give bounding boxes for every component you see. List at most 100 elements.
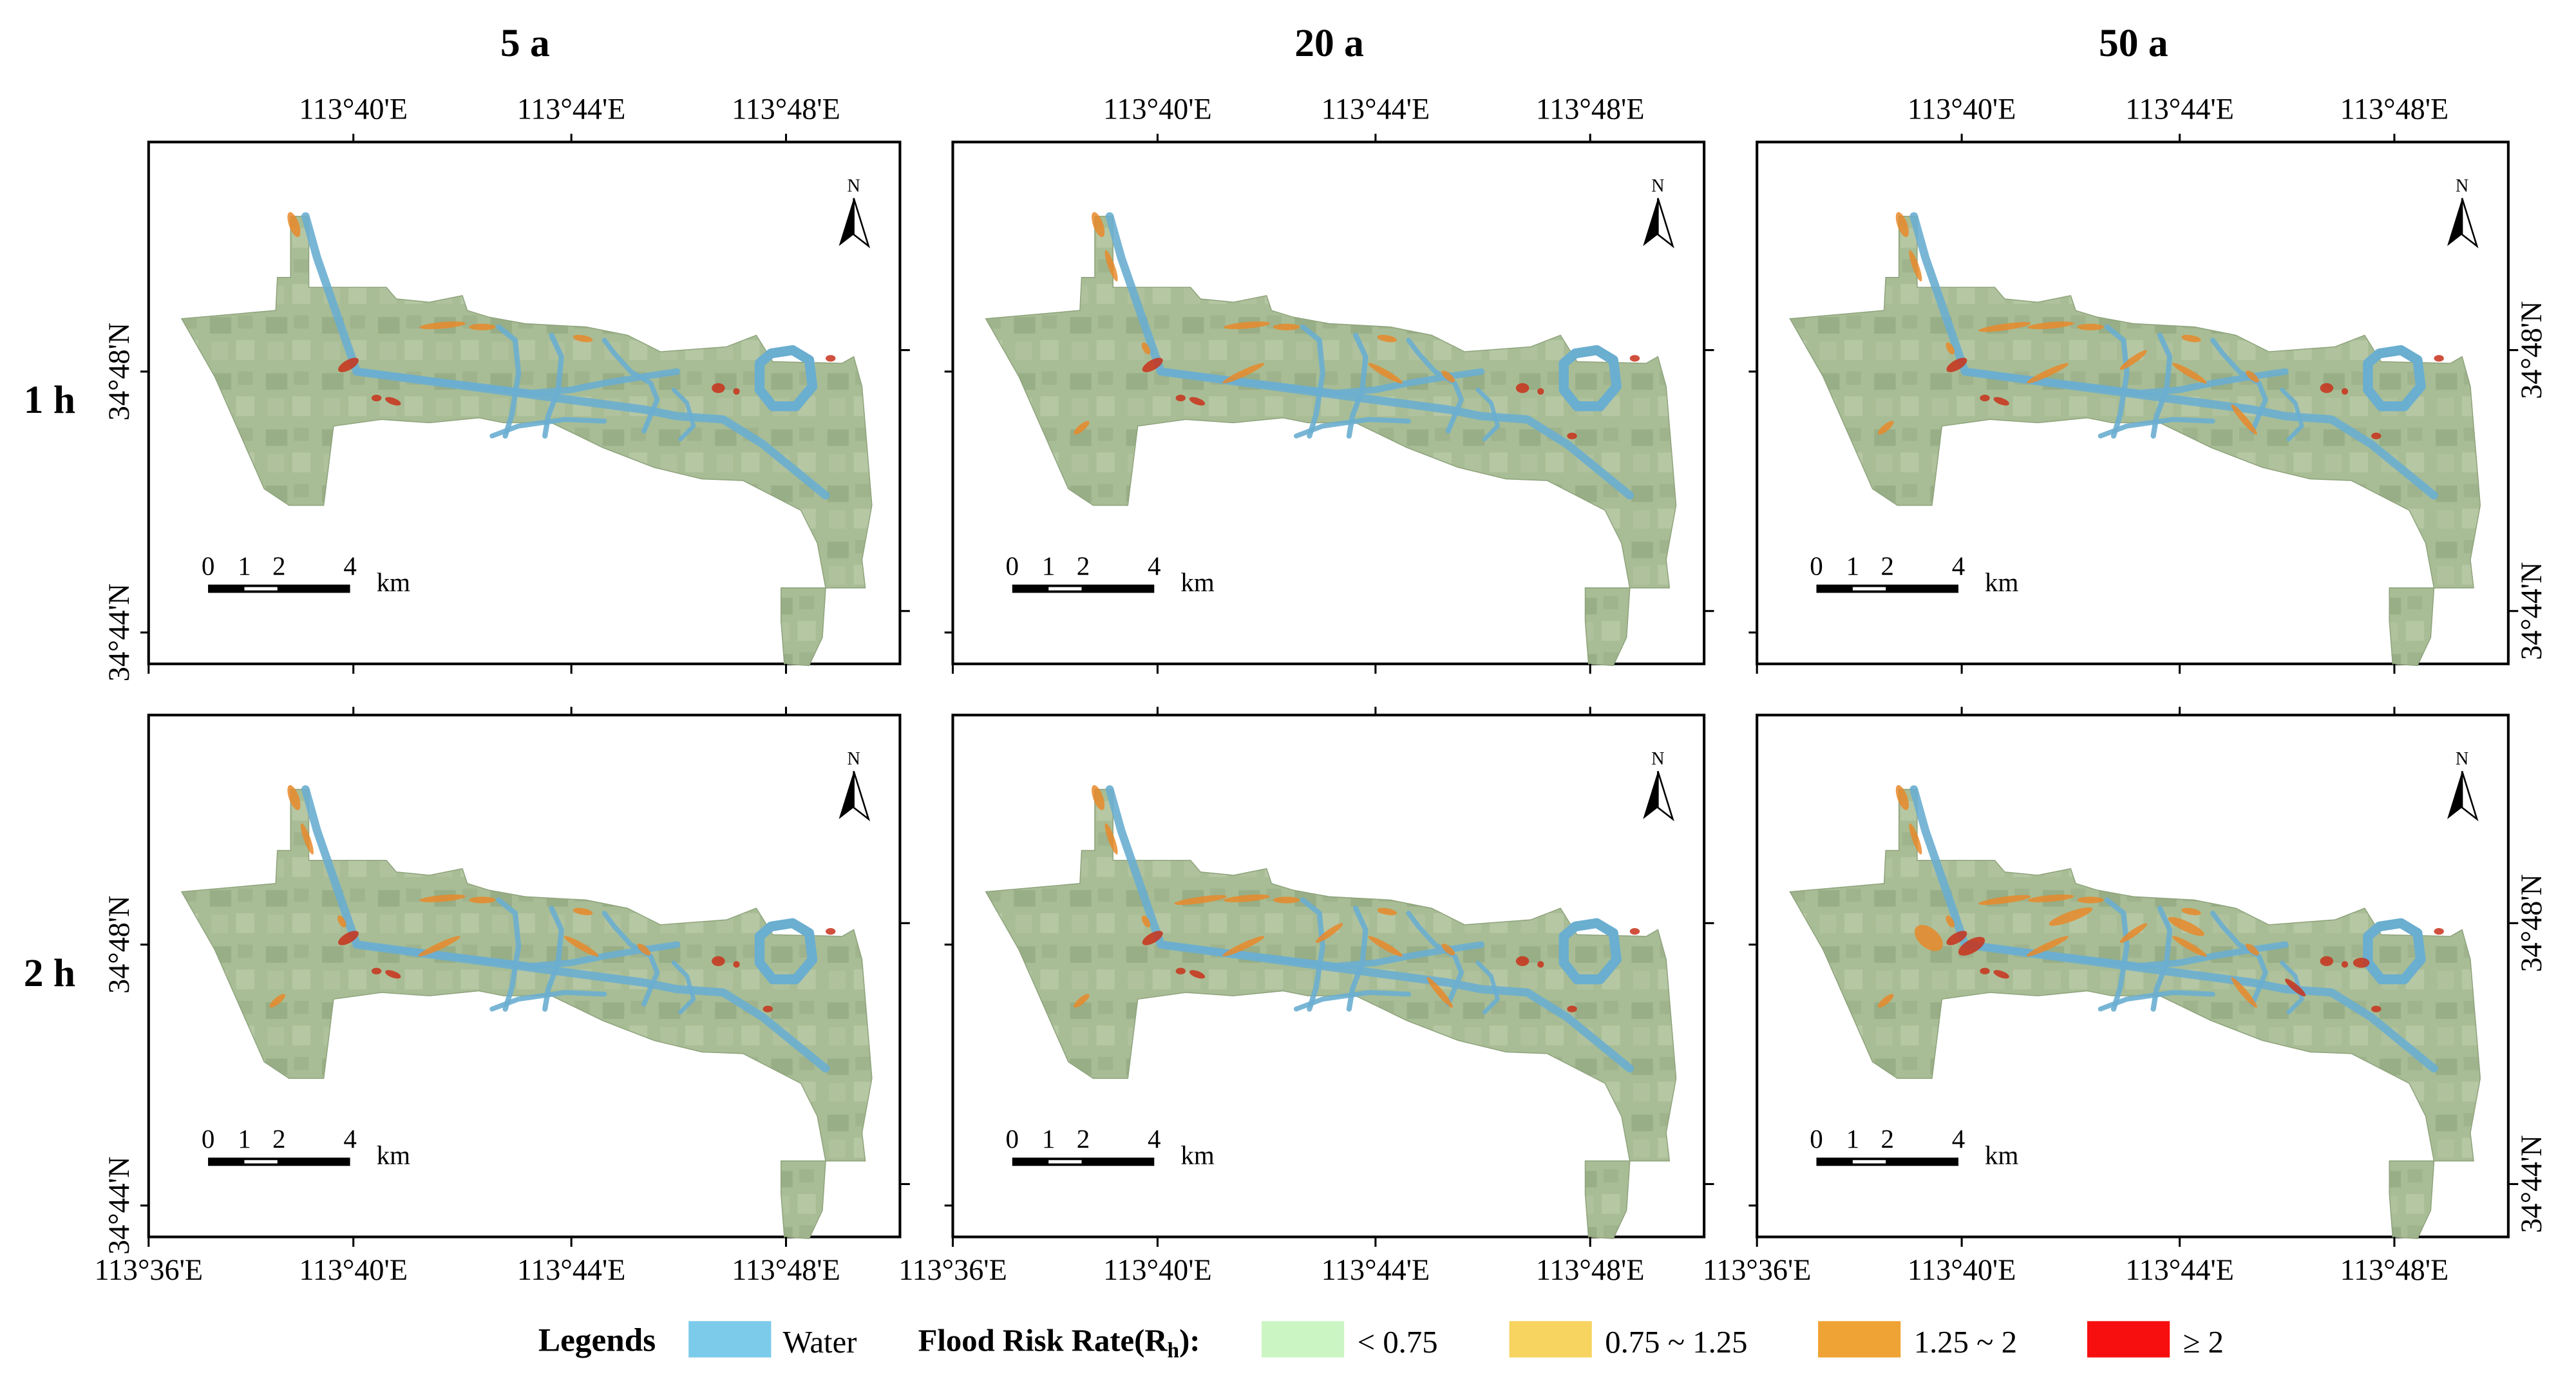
scale-bar: 0 1 2 4 km bbox=[1810, 551, 2018, 597]
flood-hotspot bbox=[712, 383, 725, 394]
flood-hotspot bbox=[371, 394, 382, 402]
flood-hotspot bbox=[419, 894, 466, 902]
district-land bbox=[1789, 216, 2481, 589]
top-lon-label: 113°48'E bbox=[732, 93, 840, 126]
flood-hotspot bbox=[2285, 978, 2306, 997]
flood-hotspot bbox=[1993, 970, 2009, 979]
flood-hotspot bbox=[300, 823, 314, 855]
north-arrow-right bbox=[853, 771, 871, 822]
flood-hotspot bbox=[2027, 894, 2074, 902]
flood-hotspot bbox=[573, 907, 593, 916]
river-channel-1 bbox=[301, 212, 830, 500]
flood-hotspot bbox=[1368, 363, 1403, 384]
district-land bbox=[1789, 788, 2481, 1162]
flood-hotspot bbox=[1441, 370, 1455, 383]
reservoir-ring bbox=[1558, 918, 1622, 985]
scale-bar: 0 1 2 4 km bbox=[202, 1124, 410, 1170]
left-lat-label: 34°48'N bbox=[102, 895, 135, 993]
flood-hotspot bbox=[1537, 961, 1544, 968]
map-panel-r2-c1: N 0 1 2 4 km 113°36'E 113°40'E 113°44'E 113°48'E 3… bbox=[24, 707, 910, 1286]
bottom-lon-label: 113°36'E bbox=[94, 1253, 203, 1286]
scale-bar-label: 2 bbox=[1077, 1124, 1090, 1153]
reservoir-ring bbox=[2363, 345, 2426, 412]
scale-bar-white-segment bbox=[1852, 1160, 1886, 1164]
flood-hotspot bbox=[1174, 895, 1227, 906]
map-panel-r1-c1: N 0 1 2 4 km 113°40'E 113°44'E 113°48'E 5 a 34°48'… bbox=[24, 21, 910, 681]
river-channel-3 bbox=[1300, 324, 1325, 439]
scale-bar: 0 1 2 4 km bbox=[1006, 1124, 1215, 1170]
north-arrow-right bbox=[1657, 771, 1674, 822]
scale-bar-unit: km bbox=[1985, 567, 2019, 597]
flood-hotspot bbox=[1629, 355, 1640, 362]
scale-bar-label: 4 bbox=[1952, 1124, 1965, 1153]
legend-class-label: 1.25 ~ 2 bbox=[1914, 1325, 2017, 1360]
risk-title-sub: h bbox=[1168, 1339, 1180, 1363]
flood-hotspot bbox=[2026, 936, 2069, 957]
river-channel-6 bbox=[1293, 417, 1412, 439]
scale-bar-fill bbox=[1816, 1157, 1959, 1166]
legend-water-label: Water bbox=[782, 1325, 857, 1360]
district-south-strip bbox=[781, 1160, 826, 1239]
district-south-strip bbox=[2389, 1160, 2435, 1239]
flood-hotspot bbox=[1946, 915, 1955, 928]
flood-hotspot bbox=[1175, 394, 1186, 402]
flood-hotspot bbox=[1104, 250, 1118, 281]
river-channel-3 bbox=[496, 324, 522, 439]
scale-bar: 0 1 2 4 km bbox=[202, 551, 410, 597]
flood-hotspot bbox=[1567, 1005, 1577, 1012]
river-channel-6 bbox=[2098, 990, 2215, 1012]
scale-bar-unit: km bbox=[377, 567, 411, 597]
scale-bar-label: 0 bbox=[202, 1124, 215, 1153]
map-panel-r1-c3: N 0 1 2 4 km 113°40'E 113°44'E 113°48'E 50 a 34°48… bbox=[1748, 21, 2548, 674]
right-lat-label: 34°48'N bbox=[2515, 301, 2548, 399]
scale-bar-label: 1 bbox=[238, 551, 251, 580]
flood-hotspot bbox=[2320, 383, 2334, 394]
scale-bar-label: 2 bbox=[272, 1124, 286, 1153]
district-land bbox=[985, 788, 1677, 1162]
river-channel-7 bbox=[1475, 387, 1500, 442]
flood-hotspot bbox=[1567, 432, 1577, 440]
right-lat-label: 34°44'N bbox=[2515, 562, 2548, 660]
scale-bar-label: 2 bbox=[272, 551, 286, 580]
column-title: 20 a bbox=[1294, 21, 1364, 65]
flood-hotspot bbox=[1877, 421, 1894, 435]
flood-hotspot bbox=[826, 355, 836, 362]
flood-hotspot bbox=[2077, 323, 2104, 330]
top-lon-label: 113°40'E bbox=[299, 93, 408, 126]
scale-bar-label: 0 bbox=[1006, 1124, 1019, 1153]
scale-bar-label: 4 bbox=[343, 1124, 357, 1153]
scale-bar-label: 4 bbox=[1148, 551, 1161, 580]
flood-hotspot bbox=[1224, 894, 1270, 902]
flood-hotspot bbox=[1189, 397, 1206, 406]
row-title: 1 h bbox=[24, 378, 75, 422]
scale-bar-unit: km bbox=[1180, 567, 1215, 597]
district-land bbox=[180, 216, 873, 589]
flood-hotspot bbox=[338, 357, 359, 372]
north-label: N bbox=[1651, 749, 1664, 769]
north-label: N bbox=[1651, 176, 1664, 196]
flood-hotspot bbox=[1426, 977, 1454, 1008]
river-channel-1 bbox=[1909, 212, 2438, 500]
scale-bar-label: 2 bbox=[1077, 551, 1090, 580]
flood-hotspot bbox=[338, 931, 359, 945]
north-label: N bbox=[847, 176, 860, 196]
reservoir-ring bbox=[2363, 918, 2426, 985]
flood-hotspot bbox=[287, 785, 301, 810]
flood-hotspot bbox=[733, 961, 740, 968]
legend-class-label: 0.75 ~ 1.25 bbox=[1605, 1325, 1747, 1360]
flood-hotspot bbox=[2371, 1005, 2382, 1012]
flood-hotspot bbox=[1377, 334, 1397, 343]
scale-bar-fill bbox=[1816, 584, 1959, 593]
flood-hotspot bbox=[2341, 961, 2349, 968]
river-channel-7 bbox=[671, 960, 696, 1015]
river-channel-3 bbox=[2104, 324, 2130, 439]
flood-hotspot bbox=[418, 936, 460, 957]
reservoir-ring bbox=[754, 918, 818, 985]
top-lon-label: 113°48'E bbox=[2340, 93, 2449, 126]
column-title: 5 a bbox=[500, 21, 550, 65]
flood-hotspot bbox=[1980, 394, 1990, 402]
top-lon-label: 113°44'E bbox=[517, 93, 626, 126]
scale-bar-white-segment bbox=[1048, 1160, 1082, 1164]
top-lon-label: 113°40'E bbox=[1908, 93, 2016, 126]
